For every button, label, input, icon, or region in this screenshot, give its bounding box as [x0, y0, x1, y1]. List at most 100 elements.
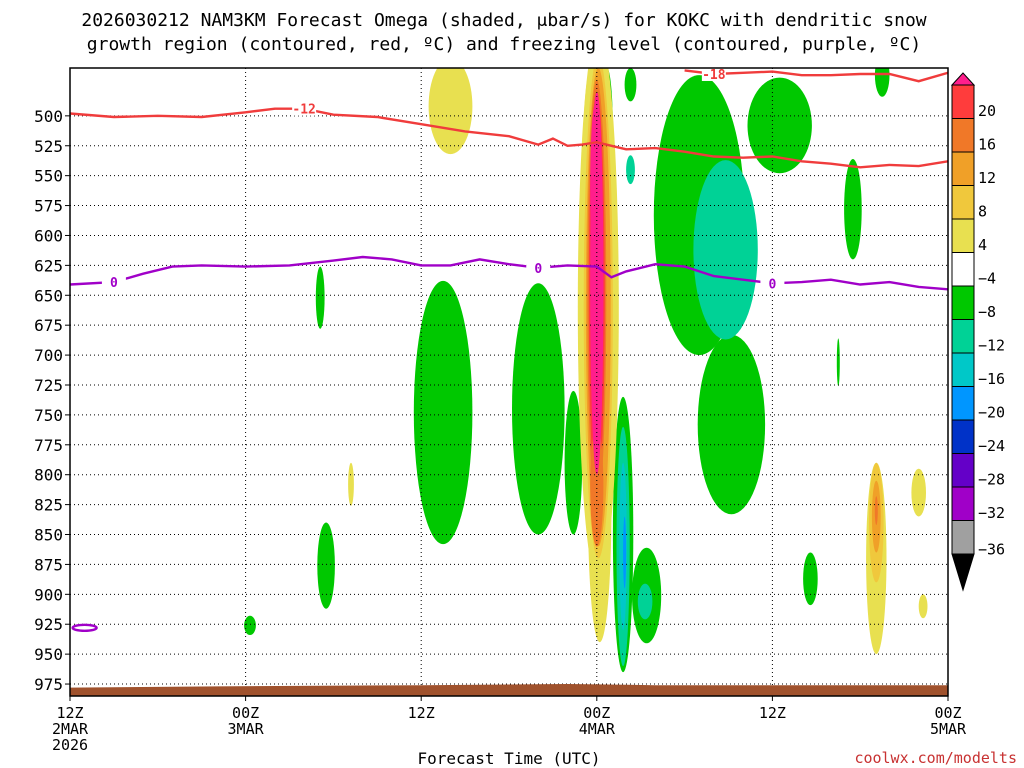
chart-title-line2: growth region (contoured, red, ºC) and f…	[87, 34, 921, 55]
y-tick-label: 525	[34, 137, 63, 156]
omega-region-10	[697, 334, 766, 515]
colorbar-label: −28	[978, 471, 1005, 489]
x-tick-label: 2MAR	[52, 720, 89, 738]
freezing-level-label-bg	[760, 275, 785, 291]
x-tick-label: 12Z	[56, 704, 83, 722]
x-axis-label: Forecast Time (UTC)	[417, 749, 600, 768]
colorbar-label: 4	[978, 236, 987, 254]
omega-region-16	[836, 338, 840, 387]
omega-region-11	[844, 159, 862, 260]
colorbar-segment	[951, 185, 975, 220]
chart-title-line1: 2026030212 NAM3KM Forecast Omega (shaded…	[81, 10, 926, 31]
x-tick-label: 00Z	[934, 704, 961, 722]
credit-text: coolwx.com/modelts	[854, 749, 1017, 767]
omega-region-33	[918, 594, 928, 619]
x-tick-label: 2026	[52, 736, 88, 754]
colorbar-bottom-triangle	[951, 553, 975, 592]
y-tick-label: 950	[34, 645, 63, 664]
y-tick-label: 750	[34, 406, 63, 425]
y-tick-label: 550	[34, 167, 63, 186]
red-isotherm-label-bg	[292, 100, 317, 116]
colorbar-segment	[951, 386, 975, 421]
omega-region-3	[244, 615, 256, 636]
surface-terrain-band	[70, 684, 948, 696]
y-tick-label: 575	[34, 197, 63, 216]
y-tick-label: 625	[34, 256, 63, 275]
colorbar-label: −16	[978, 370, 1005, 388]
contours: -12 -18 0 0 0	[70, 68, 948, 633]
colorbar-label: −20	[978, 404, 1005, 422]
red-isotherm-label-bg	[701, 68, 726, 81]
y-tick-label: 500	[34, 107, 63, 126]
freezing-level-label: 0	[110, 276, 118, 291]
omega-region-18	[626, 155, 635, 185]
omega-region-17	[693, 160, 758, 340]
colorbar-segment	[951, 419, 975, 454]
omega-region-0	[428, 68, 473, 155]
y-axis: 500 525 550 575 600 625 650 675 700 725 750 775 800 8…	[34, 107, 70, 694]
red-isotherm-line	[70, 107, 948, 169]
omega-region-31	[874, 496, 878, 525]
omega-region-1	[348, 462, 354, 506]
colorbar-segment	[951, 486, 975, 521]
x-tick-label: 12Z	[759, 704, 786, 722]
freezing-level-label: 0	[768, 277, 776, 292]
omega-region-41	[590, 426, 604, 547]
x-tick-label: 3MAR	[228, 720, 265, 738]
red-isotherm-line	[684, 69, 948, 83]
omega-region-5	[413, 280, 473, 545]
colorbar-segment	[951, 453, 975, 488]
y-tick-label: 775	[34, 436, 63, 455]
x-tick-label: 12Z	[408, 704, 435, 722]
y-tick-label: 900	[34, 585, 63, 604]
colorbar-label: −24	[978, 437, 1005, 455]
omega-region-9	[747, 77, 812, 174]
x-tick-label: 00Z	[583, 704, 610, 722]
colorbar-label: −36	[978, 541, 1005, 559]
omega-region-6	[512, 283, 565, 535]
y-tick-label: 700	[34, 346, 63, 365]
x-tick-label: 5MAR	[930, 720, 967, 738]
colorbar-label: −32	[978, 504, 1005, 522]
colorbar-segment	[951, 252, 975, 287]
red-isotherm-label: -12	[292, 103, 315, 118]
freezing-level-label-bg	[101, 274, 126, 290]
colorbar-label: −12	[978, 337, 1005, 355]
x-tick-label: 00Z	[232, 704, 259, 722]
y-tick-label: 800	[34, 466, 63, 485]
freezing-level-label: 0	[534, 262, 542, 277]
y-tick-label: 925	[34, 615, 63, 634]
y-tick-label: 650	[34, 286, 63, 305]
colorbar: 20 16 12 8 4 −4 −8 −12 −16 −20 −24 −28 −32 −36	[950, 72, 1005, 592]
colorbar-segment	[951, 319, 975, 354]
omega-region-15	[624, 68, 637, 102]
y-tick-label: 875	[34, 555, 63, 574]
omega-region-22	[619, 462, 627, 631]
colorbar-segment	[951, 151, 975, 186]
colorbar-segment	[951, 218, 975, 253]
surface-terrain	[70, 684, 948, 696]
y-tick-label: 975	[34, 675, 63, 694]
omega-region-4	[315, 266, 325, 329]
colorbar-segment	[951, 520, 975, 555]
colorbar-segment	[951, 285, 975, 320]
colorbar-label: 20	[978, 102, 996, 120]
omega-shading	[244, 68, 928, 673]
omega-region-43	[590, 103, 601, 272]
omega-region-23	[623, 516, 627, 589]
colorbar-segment	[951, 118, 975, 153]
colorbar-label: 8	[978, 203, 987, 221]
colorbar-segment	[951, 352, 975, 387]
omega-region-32	[911, 468, 926, 517]
colorbar-top-triangle	[950, 72, 976, 86]
y-tick-label: 675	[34, 316, 63, 335]
colorbar-segment	[951, 84, 975, 119]
colorbar-label: −4	[978, 270, 996, 288]
omega-region-2	[317, 522, 335, 609]
omega-region-7	[564, 390, 583, 535]
y-tick-label: 825	[34, 496, 63, 515]
red-isotherm-label: -18	[702, 68, 726, 83]
plot-frame	[69, 67, 949, 697]
